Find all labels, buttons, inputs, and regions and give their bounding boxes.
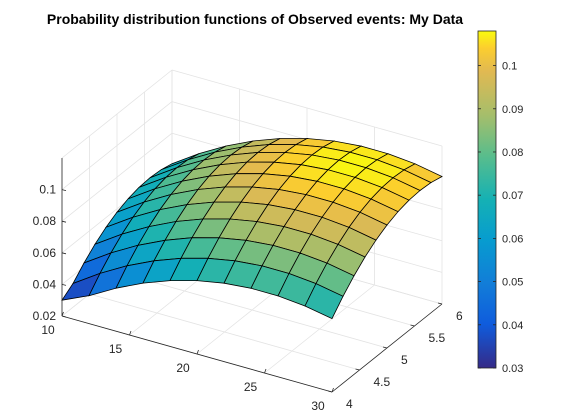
z-tick bbox=[61, 189, 67, 191]
z-tick bbox=[61, 252, 67, 255]
y-tick bbox=[355, 368, 360, 371]
y-tick-label: 6 bbox=[456, 309, 463, 323]
z-tick bbox=[61, 220, 67, 223]
colorbar-tick-label: 0.09 bbox=[502, 104, 523, 116]
surface-plot bbox=[61, 138, 443, 320]
colorbar-tick-label: 0.08 bbox=[502, 147, 523, 159]
z-tick bbox=[61, 315, 67, 318]
y-tick-label: 5.5 bbox=[429, 331, 446, 345]
y-tick bbox=[410, 324, 415, 327]
x-tick bbox=[129, 330, 132, 336]
z-tick-label: 0.1 bbox=[39, 183, 56, 197]
z-tick-label: 0.02 bbox=[33, 309, 57, 323]
grid-line bbox=[116, 271, 388, 349]
y-tick-label: 4 bbox=[346, 397, 353, 411]
z-tick bbox=[61, 284, 67, 286]
x-tick-label: 10 bbox=[41, 323, 55, 337]
surface-patch bbox=[304, 283, 344, 320]
grid-line bbox=[171, 69, 443, 147]
grid-line bbox=[61, 69, 173, 159]
x-tick-label: 25 bbox=[244, 380, 258, 394]
colorbar-tick-label: 0.07 bbox=[502, 190, 523, 202]
chart-title: Probability distribution functions of Ob… bbox=[47, 11, 463, 27]
y-tick bbox=[382, 346, 388, 349]
x-tick-label: 30 bbox=[311, 399, 325, 413]
x-tick-label: 15 bbox=[109, 342, 123, 356]
colorbar-tick-label: 0.03 bbox=[502, 363, 523, 375]
x-tick bbox=[196, 349, 199, 355]
y-tick bbox=[437, 302, 443, 305]
x-tick-label: 20 bbox=[176, 361, 190, 375]
y-tick-label: 4.5 bbox=[374, 375, 391, 389]
colorbar-tick-label: 0.05 bbox=[502, 277, 523, 289]
colorbar-tick-label: 0.04 bbox=[502, 320, 523, 332]
grid-line bbox=[89, 293, 360, 371]
colorbar-bar bbox=[477, 30, 497, 369]
x-tick bbox=[264, 368, 267, 374]
z-tick-label: 0.04 bbox=[33, 277, 57, 291]
colorbar-tick-label: 0.06 bbox=[502, 233, 523, 245]
y-tick bbox=[327, 390, 333, 393]
axes: 10 15 20 25 30 4 4.5 5 5.5 6 0.02 0.04 0.06 0.08 0.1 bbox=[33, 158, 463, 413]
y-tick-label: 5 bbox=[401, 353, 408, 367]
z-tick-label: 0.08 bbox=[33, 214, 57, 228]
colorbar: 0.03 0.04 0.05 0.06 0.07 0.08 0.09 0.1 bbox=[477, 30, 523, 375]
colorbar-tick-label: 0.1 bbox=[502, 61, 517, 73]
grid-line bbox=[61, 132, 173, 222]
grid-line bbox=[61, 101, 173, 190]
z-tick-label: 0.06 bbox=[33, 246, 57, 260]
